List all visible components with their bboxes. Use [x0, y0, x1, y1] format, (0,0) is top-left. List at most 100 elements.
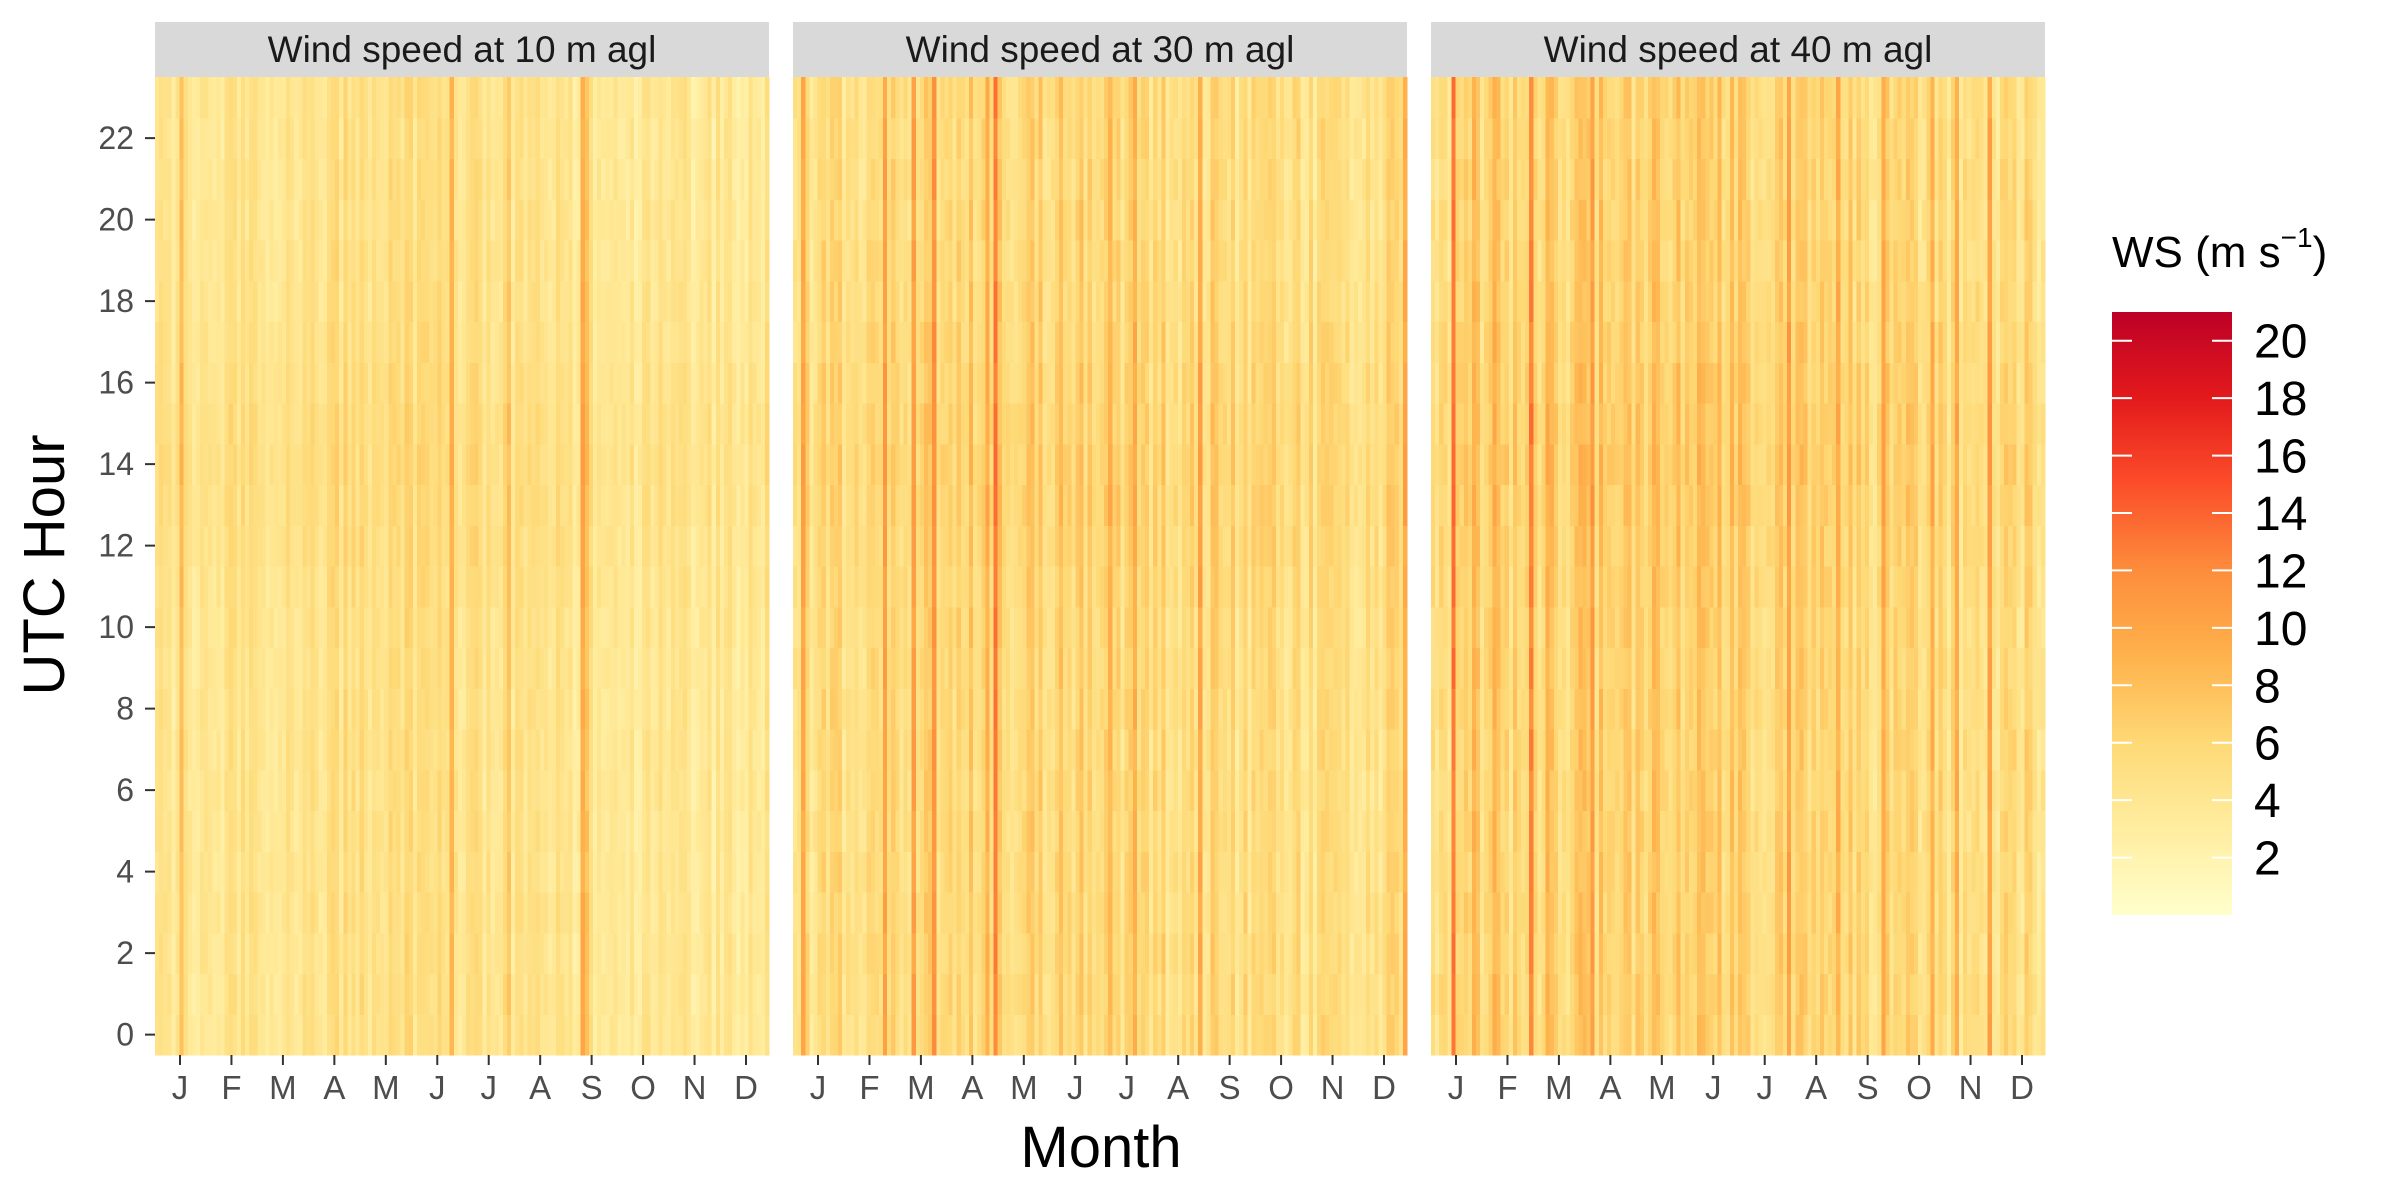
heatmap-cell: [163, 525, 168, 567]
heatmap-cell: [429, 443, 434, 486]
heatmap-cell: [322, 280, 328, 323]
heatmap-cell: [678, 810, 684, 852]
heatmap-cell: [989, 606, 995, 649]
heatmap-cell: [646, 606, 651, 649]
heatmap-cell: [163, 240, 168, 282]
heatmap-cell: [699, 688, 705, 730]
heatmap-cell: [915, 1014, 921, 1056]
heatmap-cell: [159, 932, 164, 975]
heatmap-cell: [748, 158, 754, 200]
heatmap-cell: [216, 525, 222, 567]
heatmap-cell: [416, 606, 422, 649]
heatmap-cell: [285, 240, 291, 282]
heatmap-cell: [854, 443, 860, 486]
heatmap-cell: [490, 321, 496, 363]
heatmap-cell: [899, 851, 905, 893]
heatmap-cell: [997, 647, 1003, 689]
heatmap-cell: [384, 443, 389, 486]
heatmap-cell: [523, 892, 529, 934]
heatmap-cell: [907, 810, 913, 852]
heatmap-cell: [899, 525, 905, 567]
heatmap-cell: [355, 443, 361, 486]
heatmap-cell: [846, 769, 851, 812]
heatmap-cell: [903, 158, 909, 200]
heatmap-cell: [437, 892, 443, 934]
heatmap-cell: [977, 810, 982, 852]
heatmap-cell: [981, 932, 986, 975]
heatmap-cell: [613, 362, 619, 404]
heatmap-cell: [187, 199, 193, 241]
heatmap-cell: [257, 280, 263, 323]
heatmap-cell: [269, 321, 275, 363]
heatmap-cell: [997, 321, 1003, 363]
heatmap-cell: [367, 525, 373, 567]
heatmap-cell: [817, 199, 823, 241]
heatmap-cell: [944, 892, 950, 934]
heatmap-cell: [490, 973, 496, 1015]
heatmap-cell: [1014, 240, 1019, 282]
heatmap-cell: [658, 158, 664, 200]
heatmap-cell: [175, 566, 181, 608]
heatmap-cell: [228, 280, 234, 323]
heatmap-cell: [874, 688, 880, 730]
heatmap-cell: [265, 769, 271, 812]
heatmap-cell: [678, 443, 684, 486]
heatmap-cell: [515, 1014, 520, 1056]
heatmap-cell: [306, 851, 312, 893]
heatmap-cell: [1014, 158, 1019, 200]
heatmap-cell: [952, 280, 958, 323]
heatmap-cell: [224, 117, 230, 160]
heatmap-cell: [265, 117, 271, 160]
heatmap-cell: [797, 973, 802, 1015]
heatmap-cell: [915, 484, 921, 526]
heatmap-cell: [878, 973, 884, 1015]
heatmap-cell: [936, 484, 941, 526]
heatmap-cell: [220, 321, 226, 363]
heatmap-cell: [846, 525, 851, 567]
heatmap-cell: [404, 810, 410, 852]
heatmap-cell: [502, 362, 508, 404]
heatmap-cell: [744, 280, 750, 323]
heatmap-cell: [519, 932, 524, 975]
heatmap-cell: [195, 77, 201, 119]
heatmap-cell: [919, 362, 925, 404]
heatmap-cell: [633, 973, 639, 1015]
heatmap-cell: [318, 199, 324, 241]
heatmap-cell: [265, 810, 271, 852]
heatmap-cell: [498, 688, 504, 730]
heatmap-cell: [597, 280, 602, 323]
heatmap-cell: [249, 117, 254, 160]
heatmap-cell: [425, 484, 430, 526]
heatmap-cell: [502, 321, 508, 363]
heatmap-cell: [171, 973, 177, 1015]
heatmap-cell: [560, 973, 565, 1015]
heatmap-cell: [392, 810, 398, 852]
heatmap-cell: [952, 851, 958, 893]
heatmap-cell: [646, 484, 651, 526]
heatmap-cell: [400, 280, 406, 323]
heatmap-cell: [515, 892, 520, 934]
heatmap-cell: [817, 1014, 823, 1056]
heatmap-cell: [564, 729, 570, 771]
heatmap-cell: [322, 729, 328, 771]
heatmap-cell: [302, 240, 308, 282]
heatmap-cell: [760, 484, 766, 526]
heatmap-cell: [936, 973, 941, 1015]
heatmap-cell: [347, 606, 353, 649]
heatmap-cell: [985, 851, 991, 893]
heatmap-cell: [294, 647, 299, 689]
heatmap-cell: [326, 769, 332, 812]
heatmap-cell: [359, 240, 365, 282]
heatmap-cell: [568, 566, 574, 608]
heatmap-cell: [862, 403, 868, 445]
heatmap-cell: [384, 688, 389, 730]
heatmap-cell: [437, 362, 443, 404]
heatmap-cell: [923, 443, 929, 486]
x-tick-label: N: [683, 1069, 707, 1106]
heatmap-cell: [167, 688, 172, 730]
heatmap-cell: [842, 769, 847, 812]
heatmap-cell: [981, 240, 986, 282]
heatmap-cell: [425, 362, 430, 404]
heatmap-cell: [482, 443, 488, 486]
heatmap-cell: [703, 566, 709, 608]
